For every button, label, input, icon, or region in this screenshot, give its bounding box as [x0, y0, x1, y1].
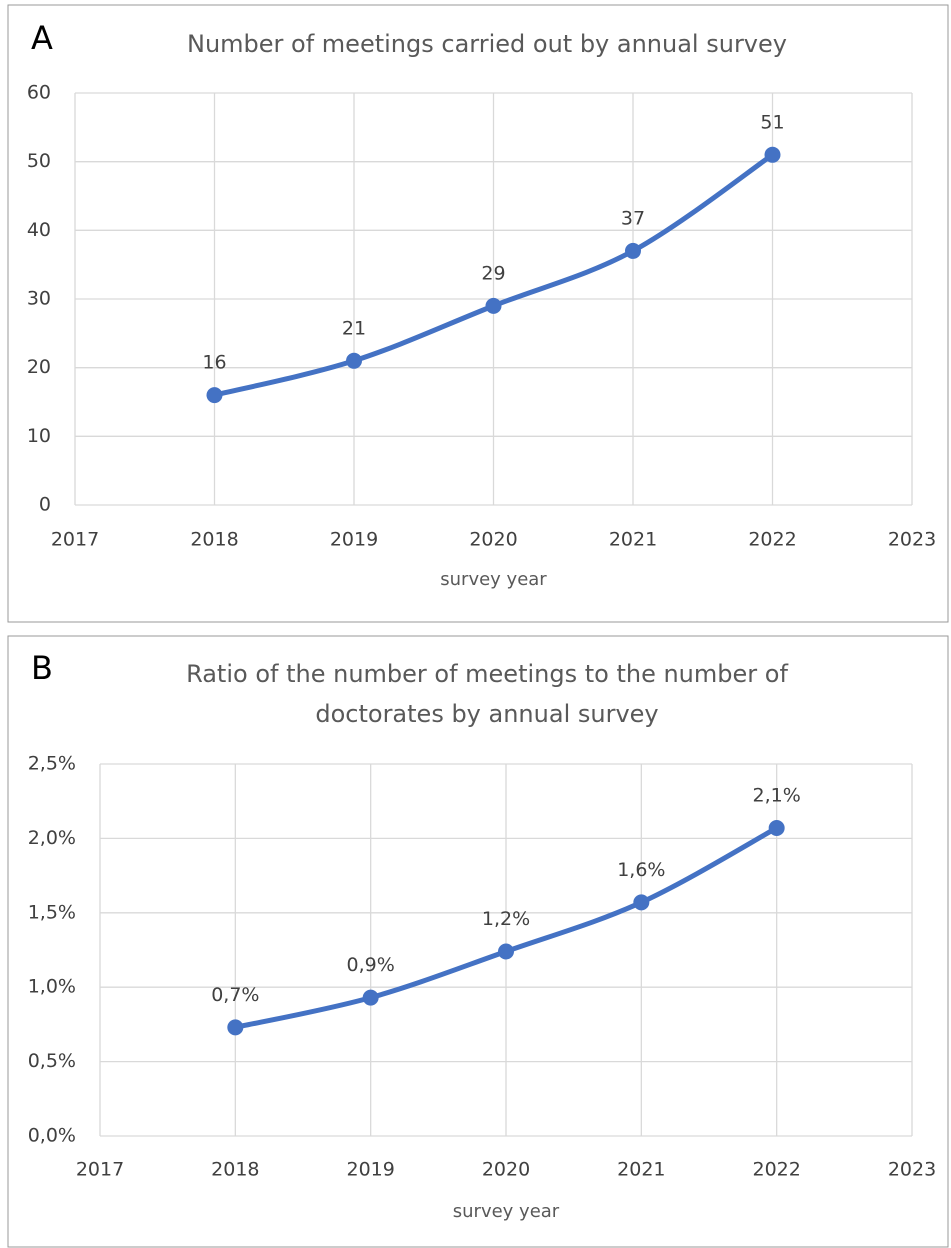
x-tick-label: 2019 [346, 1159, 394, 1181]
data-point [498, 943, 514, 960]
y-tick-label: 20 [27, 356, 51, 378]
data-label: 1,2% [482, 908, 530, 930]
y-tick-label: 30 [27, 288, 51, 310]
x-tick-label: 2023 [888, 529, 936, 551]
data-label: 0,7% [211, 984, 259, 1006]
x-tick-label: 2020 [482, 1159, 530, 1181]
data-label: 0,9% [347, 954, 395, 976]
data-label: 29 [481, 262, 505, 284]
data-point [227, 1019, 244, 1036]
x-tick-label: 2017 [76, 1159, 124, 1181]
chart-title: Ratio of the number of meetings to the n… [186, 660, 788, 688]
x-tick-label: 2022 [748, 529, 796, 551]
y-tick-label: 60 [27, 82, 51, 104]
data-point [633, 894, 650, 911]
data-point [625, 242, 641, 259]
data-point [206, 387, 223, 404]
panel-letter: B [31, 649, 53, 687]
x-tick-label: 2018 [211, 1159, 259, 1181]
y-tick-label: 1,5% [28, 901, 76, 923]
x-tick-label: 2021 [609, 529, 657, 551]
x-tick-label: 2020 [469, 529, 517, 551]
data-point [362, 989, 379, 1006]
data-label: 1,6% [617, 859, 665, 881]
x-tick-label: 2018 [190, 529, 238, 551]
x-tick-label: 2019 [330, 529, 378, 551]
x-tick-label: 2022 [752, 1159, 800, 1181]
x-axis-label: survey year [453, 1201, 560, 1222]
data-label: 2,1% [753, 784, 801, 806]
data-label: 37 [621, 207, 645, 229]
y-tick-label: 1,0% [28, 976, 76, 998]
panel-frame [7, 4, 949, 623]
panel-letter: A [31, 19, 53, 57]
data-point [768, 819, 785, 836]
data-label: 21 [342, 317, 366, 339]
panel-frame [7, 635, 949, 1248]
y-tick-label: 0 [39, 494, 51, 516]
chart-title: doctorates by annual survey [315, 700, 658, 728]
x-tick-label: 2017 [51, 529, 99, 551]
y-tick-label: 40 [27, 219, 51, 241]
x-axis-label: survey year [440, 569, 547, 590]
data-label: 51 [760, 111, 784, 133]
y-tick-label: 2,0% [28, 827, 76, 849]
y-tick-label: 0,0% [28, 1125, 76, 1147]
chart-title: Number of meetings carried out by annual… [187, 30, 787, 58]
data-point [764, 146, 781, 163]
data-label: 16 [202, 352, 226, 374]
y-tick-label: 10 [27, 425, 51, 447]
data-point [346, 352, 362, 369]
y-tick-label: 50 [27, 150, 51, 172]
x-tick-label: 2021 [617, 1159, 665, 1181]
data-point [485, 297, 502, 314]
y-tick-label: 0,5% [28, 1050, 76, 1072]
y-tick-label: 2,5% [28, 753, 76, 775]
x-tick-label: 2023 [888, 1159, 936, 1181]
